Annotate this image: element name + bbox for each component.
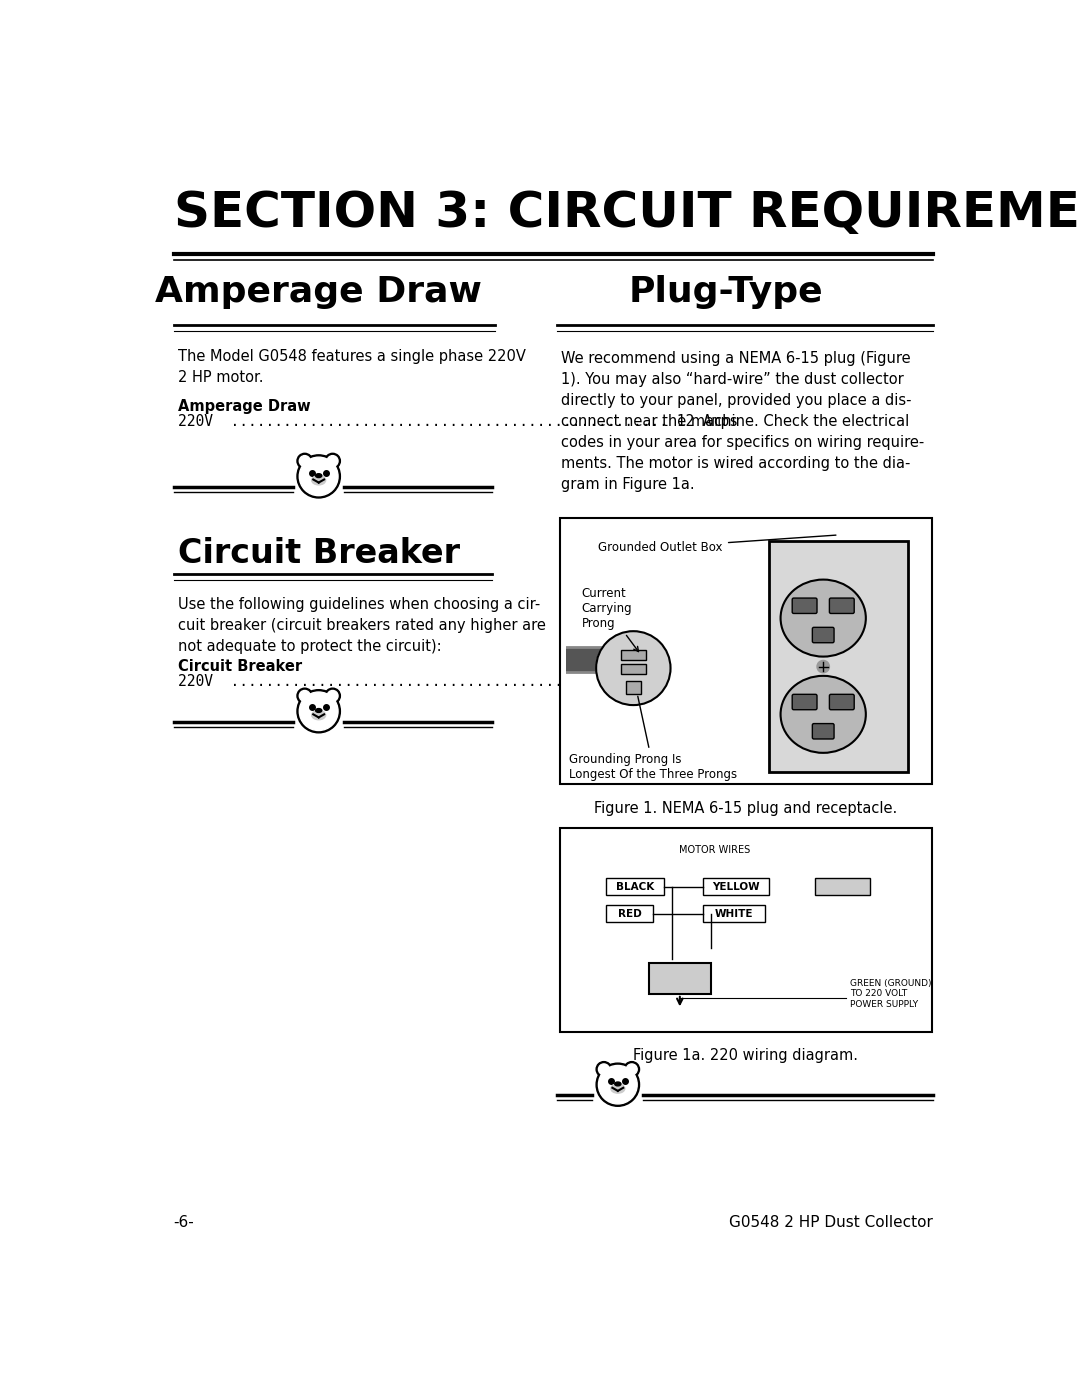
Circle shape: [297, 690, 340, 733]
Text: Figure 1. NEMA 6-15 plug and receptacle.: Figure 1. NEMA 6-15 plug and receptacle.: [594, 800, 897, 816]
Ellipse shape: [781, 580, 866, 657]
FancyBboxPatch shape: [793, 598, 816, 613]
Circle shape: [297, 689, 312, 704]
Bar: [606, 905, 652, 922]
Bar: [559, 828, 932, 1032]
Circle shape: [816, 661, 829, 673]
Circle shape: [596, 1063, 639, 1106]
Bar: [703, 879, 769, 895]
Bar: [621, 650, 646, 661]
Text: The Model G0548 features a single phase 220V
2 HP motor.: The Model G0548 features a single phase …: [177, 349, 526, 384]
Circle shape: [297, 455, 340, 497]
Text: Amperage Draw: Amperage Draw: [177, 398, 310, 414]
Text: Grounded Outlet Box: Grounded Outlet Box: [598, 535, 836, 553]
Circle shape: [325, 453, 340, 469]
Bar: [621, 664, 646, 675]
Circle shape: [325, 689, 340, 704]
Circle shape: [598, 1065, 609, 1074]
Circle shape: [327, 690, 338, 701]
Bar: [769, 541, 908, 773]
Circle shape: [297, 453, 312, 469]
Text: GREEN (GROUND)
TO 220 VOLT
POWER SUPPLY: GREEN (GROUND) TO 220 VOLT POWER SUPPLY: [850, 979, 932, 1009]
Circle shape: [299, 455, 310, 467]
Bar: [606, 879, 664, 895]
Text: WHITE: WHITE: [715, 909, 754, 919]
Text: MOTOR WIRES: MOTOR WIRES: [679, 845, 751, 855]
Text: Circuit Breaker: Circuit Breaker: [178, 538, 460, 570]
Ellipse shape: [315, 708, 322, 712]
FancyBboxPatch shape: [812, 627, 834, 643]
Circle shape: [596, 631, 671, 705]
Text: RED: RED: [618, 909, 642, 919]
FancyBboxPatch shape: [829, 598, 854, 613]
Text: We recommend using a NEMA 6-15 plug (Figure
1). You may also “hard-wire” the dus: We recommend using a NEMA 6-15 plug (Fig…: [562, 351, 924, 492]
Text: Plug-Type: Plug-Type: [629, 275, 823, 310]
Ellipse shape: [615, 1083, 621, 1085]
Text: BLACK: BLACK: [616, 882, 654, 891]
FancyBboxPatch shape: [793, 694, 816, 710]
Circle shape: [596, 1062, 611, 1077]
Ellipse shape: [611, 1084, 625, 1094]
Bar: [703, 905, 765, 922]
Ellipse shape: [315, 474, 322, 478]
Ellipse shape: [781, 676, 866, 753]
Circle shape: [299, 692, 338, 731]
Bar: [649, 963, 711, 993]
Bar: [625, 682, 642, 693]
Text: 220V  .........................................15 Amp, 2 Pole: 220V ...................................…: [177, 675, 712, 689]
Bar: [559, 518, 932, 784]
Text: Grounding Prong Is
Longest Of the Three Prongs: Grounding Prong Is Longest Of the Three …: [569, 696, 738, 781]
Circle shape: [598, 1066, 637, 1104]
Text: Figure 1a. 220 wiring diagram.: Figure 1a. 220 wiring diagram.: [633, 1048, 859, 1063]
Ellipse shape: [312, 475, 326, 485]
Circle shape: [299, 457, 338, 496]
FancyBboxPatch shape: [829, 694, 854, 710]
Text: Current
Carrying
Prong: Current Carrying Prong: [581, 587, 638, 651]
Circle shape: [626, 1065, 637, 1074]
Text: -6-: -6-: [174, 1215, 194, 1229]
Text: G0548 2 HP Dust Collector: G0548 2 HP Dust Collector: [729, 1215, 933, 1229]
Text: Circuit Breaker: Circuit Breaker: [177, 659, 301, 673]
Text: Amperage Draw: Amperage Draw: [156, 275, 482, 310]
FancyBboxPatch shape: [812, 724, 834, 739]
Text: YELLOW: YELLOW: [712, 882, 759, 891]
Bar: [815, 879, 869, 895]
Circle shape: [327, 455, 338, 467]
Circle shape: [299, 690, 310, 701]
Text: SECTION 3: CIRCUIT REQUIREMENTS: SECTION 3: CIRCUIT REQUIREMENTS: [174, 189, 1080, 237]
Circle shape: [624, 1062, 639, 1077]
Text: 220V  .................................................. 12 Amps: 220V ...................................…: [177, 414, 738, 429]
Text: Use the following guidelines when choosing a cir-
cuit breaker (circuit breakers: Use the following guidelines when choosi…: [177, 598, 545, 654]
Ellipse shape: [312, 711, 326, 719]
